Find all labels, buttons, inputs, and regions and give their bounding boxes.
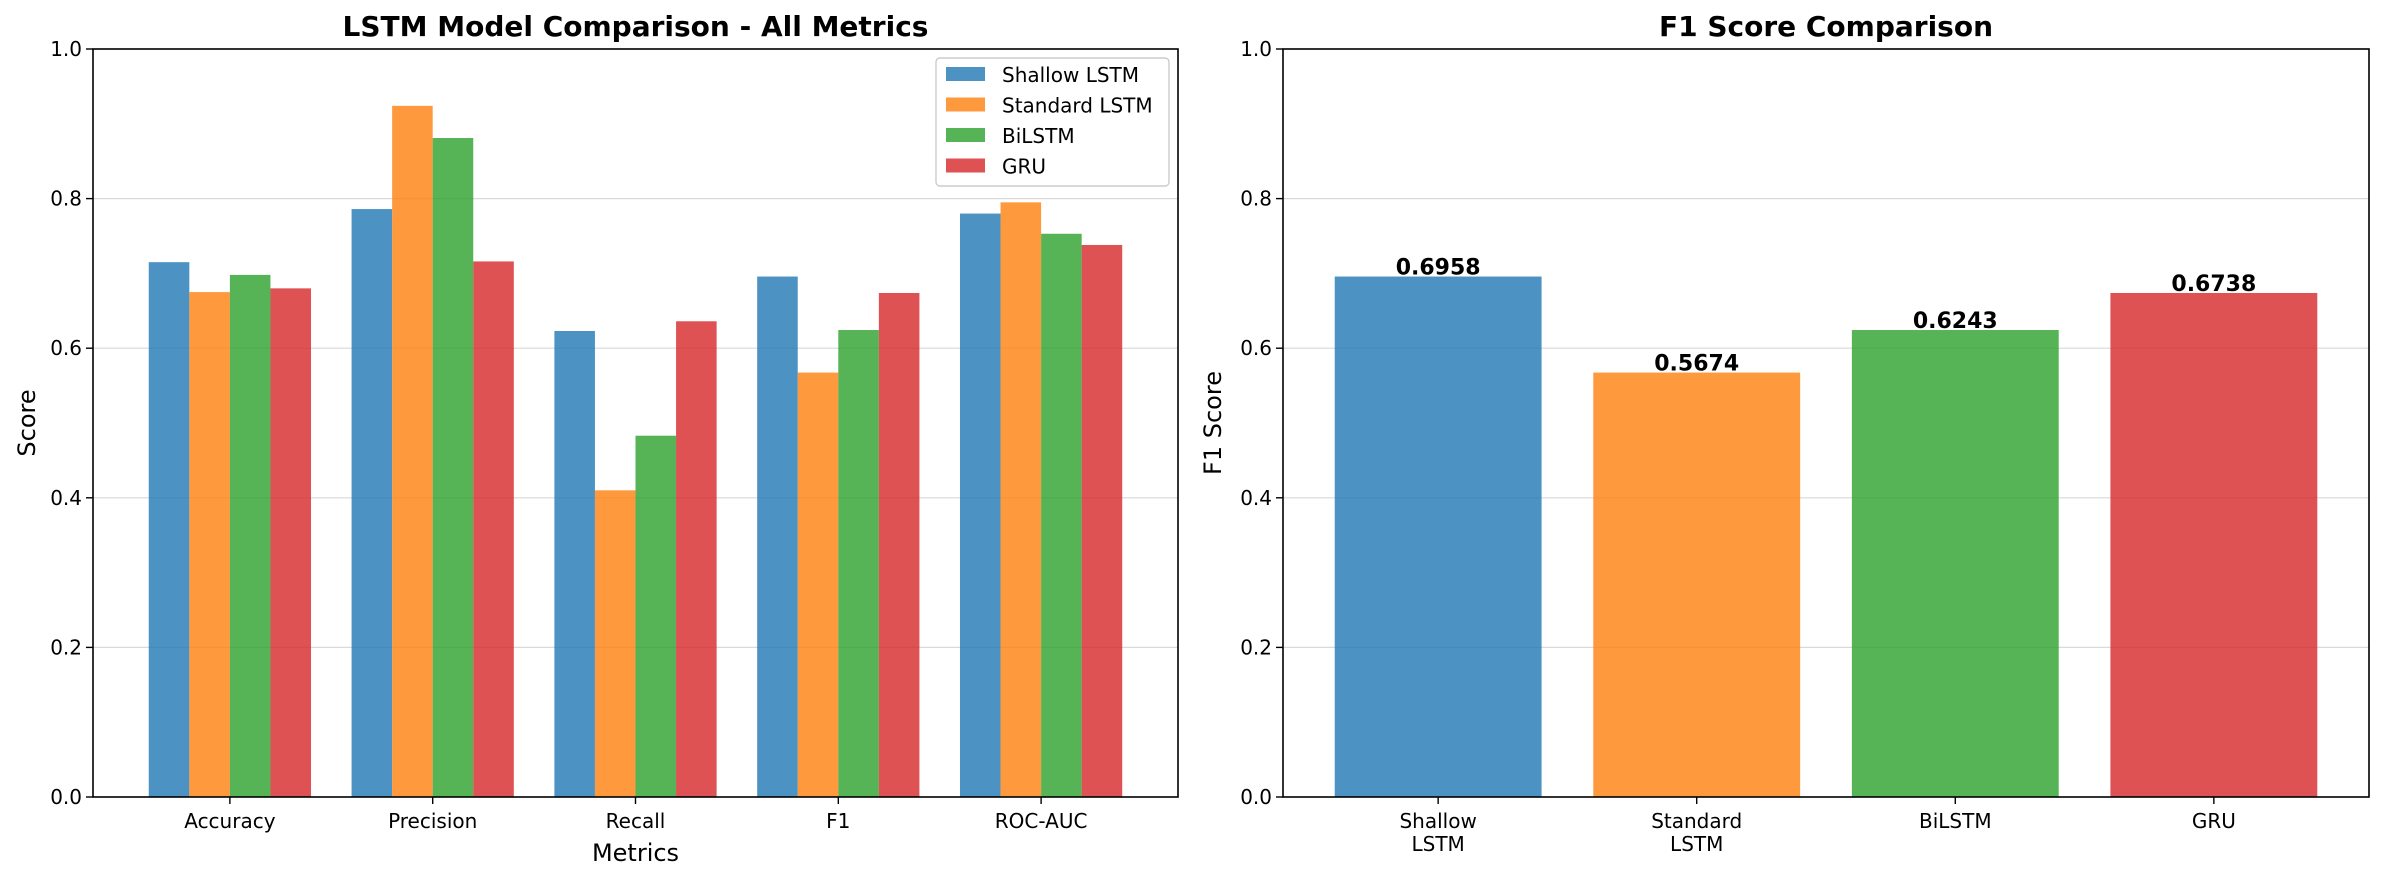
x-tick-label: Standard xyxy=(1651,809,1742,833)
chart-title: LSTM Model Comparison - All Metrics xyxy=(343,10,929,43)
bar-standard-lstm-precision xyxy=(392,105,433,797)
bar-f1-gru xyxy=(2110,292,2318,797)
y-tick-label: 0.0 xyxy=(1240,785,1272,809)
bar-group: 0.6958 0.5674 0.6243 0.6738 xyxy=(1334,256,2318,797)
bar-value-label: 0.6738 xyxy=(2171,272,2256,297)
chart-all-metrics: 0.0 0.2 0.4 0.6 0.8 1.0 Accuracy Precision Reca… xyxy=(13,10,1179,867)
legend-label: BiLSTM xyxy=(1002,124,1075,148)
y-tick-label: 0.8 xyxy=(50,187,82,211)
y-tick-label: 0.0 xyxy=(50,785,82,809)
bar-bilstm-recall xyxy=(635,435,677,797)
x-tick-label: ROC-AUC xyxy=(995,809,1088,833)
x-tick-label: LSTM xyxy=(1411,832,1464,856)
x-tick-label: LSTM xyxy=(1670,832,1723,856)
y-tick-label: 0.2 xyxy=(50,635,82,659)
bar-value-label: 0.6958 xyxy=(1396,256,1481,281)
bar-gru-roc-auc xyxy=(1081,244,1123,797)
bar-standard-lstm-roc-auc xyxy=(1000,202,1042,798)
x-tick-label: GRU xyxy=(2192,809,2236,833)
bar-bilstm-accuracy xyxy=(229,274,271,797)
bar-f1-bilstm xyxy=(1851,330,2059,797)
bar-shallow-lstm-accuracy xyxy=(148,262,190,797)
y-axis-label: F1 Score xyxy=(1199,371,1227,475)
x-tick-label: Accuracy xyxy=(184,809,275,833)
y-tick-label: 1.0 xyxy=(1240,37,1272,61)
legend-label: Standard LSTM xyxy=(1002,94,1153,118)
x-tick-label: BiLSTM xyxy=(1919,809,1992,833)
bar-standard-lstm-f1 xyxy=(797,372,839,797)
legend-label: Shallow LSTM xyxy=(1002,63,1139,87)
legend-swatch xyxy=(946,158,985,173)
y-tick-label: 0.6 xyxy=(1240,336,1272,360)
y-axis-ticks: 0.0 0.2 0.4 0.6 0.8 1.0 xyxy=(1240,37,1283,809)
bar-gru-f1 xyxy=(878,292,920,797)
bar-shallow-lstm-roc-auc xyxy=(959,213,1001,797)
bar-gru-accuracy xyxy=(270,288,312,797)
chart-f1-comparison: 0.6958 0.5674 0.6243 0.6738 0.0 0.2 0.4 0.6 0.8… xyxy=(1199,10,2370,856)
plot-frame xyxy=(1282,48,2370,798)
legend-label: GRU xyxy=(1002,155,1046,179)
bar-value-label: 0.6243 xyxy=(1913,309,1998,334)
y-tick-label: 0.8 xyxy=(1240,187,1272,211)
bar-bilstm-f1 xyxy=(838,330,879,797)
x-axis-ticks: Accuracy Precision Recall F1 ROC-AUC xyxy=(184,797,1087,833)
x-tick-label: F1 xyxy=(826,809,850,833)
y-axis-label: Score xyxy=(13,389,41,456)
legend: Shallow LSTM Standard LSTM BiLSTM GRU xyxy=(935,57,1170,187)
y-tick-label: 0.6 xyxy=(50,336,82,360)
x-tick-label: Recall xyxy=(606,809,666,833)
legend-swatch xyxy=(946,128,985,142)
x-tick-label: Shallow xyxy=(1399,809,1476,833)
bar-gru-recall xyxy=(676,321,717,797)
y-tick-label: 1.0 xyxy=(50,37,82,61)
bar-gru-precision xyxy=(473,261,514,797)
y-tick-label: 0.4 xyxy=(1240,486,1272,510)
y-tick-label: 0.2 xyxy=(1240,635,1272,659)
y-tick-label: 0.4 xyxy=(50,486,82,510)
bar-bilstm-roc-auc xyxy=(1041,233,1082,798)
x-tick-label: Precision xyxy=(388,809,477,833)
bar-bilstm-precision xyxy=(432,138,474,798)
bar-value-label: 0.5674 xyxy=(1654,352,1739,377)
legend-swatch xyxy=(946,67,985,81)
y-axis-ticks: 0.0 0.2 0.4 0.6 0.8 1.0 xyxy=(50,37,93,809)
bar-standard-lstm-recall xyxy=(594,490,636,797)
bar-f1-shallow-lstm xyxy=(1334,276,1542,797)
legend-frame xyxy=(935,57,1170,187)
chart-title: F1 Score Comparison xyxy=(1659,10,1993,43)
bar-shallow-lstm-recall xyxy=(554,330,595,797)
bar-standard-lstm-accuracy xyxy=(189,292,230,797)
bar-shallow-lstm-precision xyxy=(351,209,393,797)
x-axis-label: Metrics xyxy=(592,839,679,867)
legend-swatch xyxy=(946,97,985,112)
bar-shallow-lstm-f1 xyxy=(757,276,798,797)
bar-f1-standard-lstm xyxy=(1593,372,1801,797)
bar-group xyxy=(148,105,1123,798)
